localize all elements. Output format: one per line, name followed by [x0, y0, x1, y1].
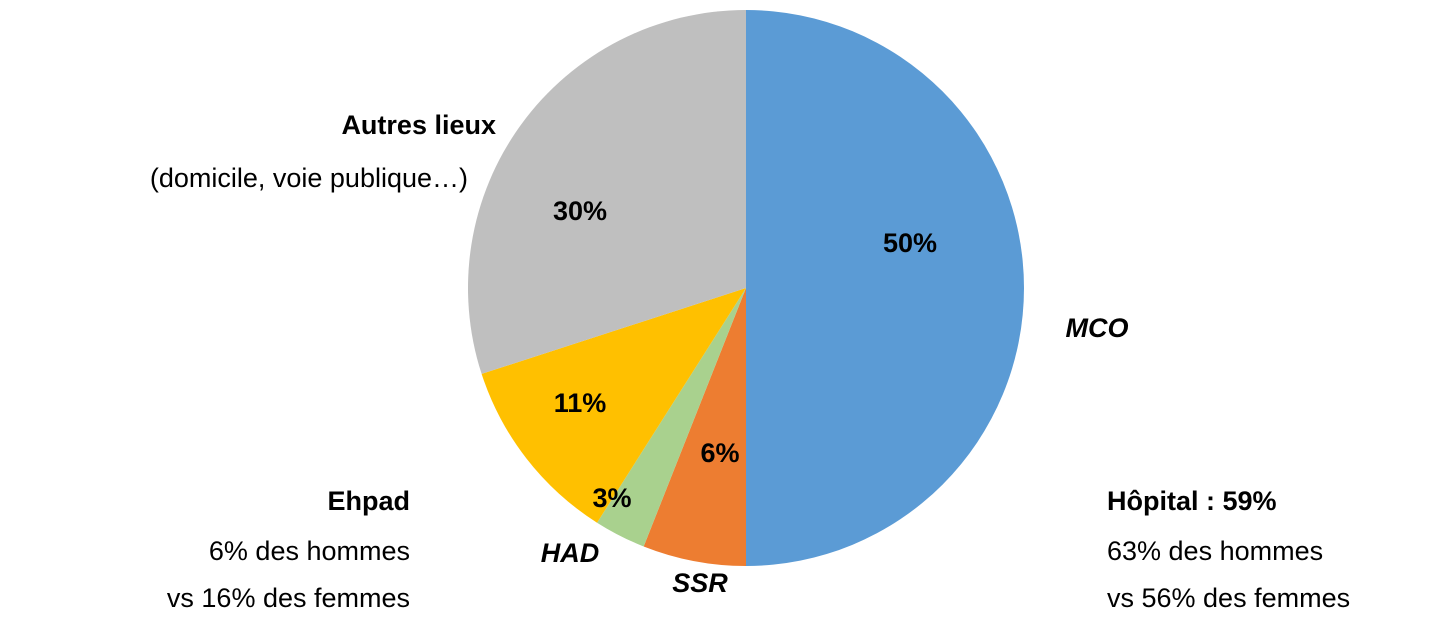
pie-slice — [468, 10, 746, 374]
annotation: vs 16% des femmes — [167, 583, 410, 613]
annotation: Hôpital : 59% — [1107, 486, 1277, 516]
annotation: (domicile, voie publique…) — [150, 163, 468, 193]
value-label: 30% — [553, 196, 607, 226]
category-label: SSR — [672, 568, 728, 598]
pie-slice — [643, 288, 746, 566]
value-label: 6% — [700, 438, 739, 468]
category-label: Ehpad — [327, 486, 410, 516]
pie-slice — [481, 288, 746, 523]
annotation: vs 56% des femmes — [1107, 583, 1350, 613]
value-label: 3% — [592, 483, 631, 513]
category-label: HAD — [541, 538, 600, 568]
annotation: 63% des hommes — [1107, 536, 1323, 566]
value-label: 50% — [883, 228, 937, 258]
category-label: MCO — [1066, 313, 1129, 343]
pie-slice — [597, 288, 746, 547]
pie-slice — [746, 10, 1024, 566]
annotation: 6% des hommes — [209, 536, 410, 566]
value-label: 11% — [554, 388, 607, 418]
category-label: Autres lieux — [341, 110, 496, 140]
